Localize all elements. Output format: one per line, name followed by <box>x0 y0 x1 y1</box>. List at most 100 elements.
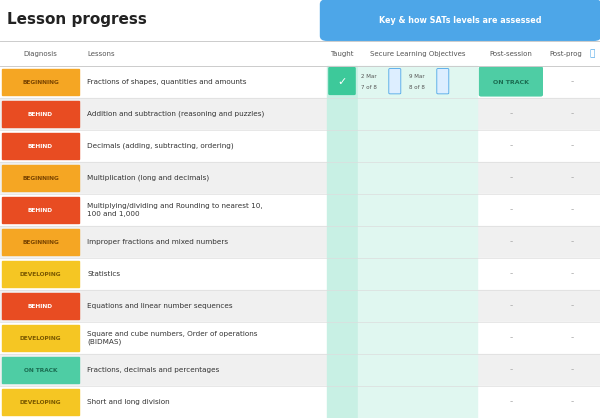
Bar <box>358 258 477 290</box>
FancyBboxPatch shape <box>479 66 543 97</box>
Text: ⓘ: ⓘ <box>589 49 595 58</box>
Text: Secure Learning Objectives: Secure Learning Objectives <box>370 51 466 56</box>
Bar <box>327 322 357 354</box>
FancyBboxPatch shape <box>328 67 356 95</box>
Bar <box>0 258 600 290</box>
Bar <box>2 325 79 351</box>
Text: 8 of 8: 8 of 8 <box>409 85 425 90</box>
Bar <box>2 389 79 415</box>
Text: -: - <box>571 78 574 87</box>
Text: -: - <box>571 142 574 150</box>
Text: 7 of 8: 7 of 8 <box>361 85 377 90</box>
Bar <box>327 258 357 290</box>
Text: -: - <box>509 173 512 183</box>
Bar <box>327 386 357 418</box>
Text: -: - <box>509 334 512 342</box>
Text: -: - <box>571 110 574 119</box>
Text: Lessons: Lessons <box>87 51 115 56</box>
Bar <box>0 322 600 354</box>
Text: Multiplying/dividing and Rounding to nearest 10,
100 and 1,000: Multiplying/dividing and Rounding to nea… <box>87 203 263 217</box>
Bar <box>0 66 600 98</box>
Text: ON TRACK: ON TRACK <box>24 367 57 372</box>
Text: Short and long division: Short and long division <box>87 399 170 405</box>
Bar <box>0 162 600 194</box>
Text: -: - <box>509 206 512 214</box>
Bar <box>358 386 477 418</box>
Text: 9 Mar: 9 Mar <box>409 74 425 79</box>
Text: DEVELOPING: DEVELOPING <box>20 272 61 277</box>
Bar <box>2 357 79 383</box>
Bar <box>327 130 357 162</box>
Bar <box>358 130 477 162</box>
Text: Fractions of shapes, quantities and amounts: Fractions of shapes, quantities and amou… <box>87 79 247 85</box>
Bar <box>358 354 477 386</box>
Text: Key & how SATs levels are assessed: Key & how SATs levels are assessed <box>379 15 542 25</box>
Text: Multiplication (long and decimals): Multiplication (long and decimals) <box>87 175 209 181</box>
Text: -: - <box>571 334 574 342</box>
Bar <box>327 226 357 258</box>
Text: -: - <box>509 301 512 311</box>
Text: BEGINNING: BEGINNING <box>22 176 59 181</box>
Bar <box>2 229 79 255</box>
Bar <box>2 261 79 287</box>
Text: Addition and subtraction (reasoning and puzzles): Addition and subtraction (reasoning and … <box>87 111 264 117</box>
Text: Fractions, decimals and percentages: Fractions, decimals and percentages <box>87 367 220 373</box>
Text: Improper fractions and mixed numbers: Improper fractions and mixed numbers <box>87 239 228 245</box>
Text: BEGINNING: BEGINNING <box>22 240 59 245</box>
Bar <box>2 293 79 319</box>
Bar <box>358 194 477 226</box>
Text: Post-session: Post-session <box>490 51 532 56</box>
Bar <box>358 322 477 354</box>
Text: BEHIND: BEHIND <box>28 143 53 148</box>
Text: Equations and linear number sequences: Equations and linear number sequences <box>87 303 233 309</box>
Text: Taught: Taught <box>330 51 354 56</box>
Bar <box>0 194 600 226</box>
FancyBboxPatch shape <box>320 0 600 41</box>
Bar <box>327 354 357 386</box>
Bar <box>0 386 600 418</box>
Text: -: - <box>509 365 512 375</box>
Text: Decimals (adding, subtracting, ordering): Decimals (adding, subtracting, ordering) <box>87 143 233 149</box>
Text: BEHIND: BEHIND <box>28 112 53 117</box>
Bar <box>327 290 357 322</box>
Bar <box>358 162 477 194</box>
Text: ON TRACK: ON TRACK <box>493 79 529 84</box>
Bar <box>2 197 79 223</box>
Text: -: - <box>509 237 512 247</box>
Bar <box>358 290 477 322</box>
Text: DEVELOPING: DEVELOPING <box>20 336 61 341</box>
Text: Statistics: Statistics <box>87 271 120 277</box>
Text: -: - <box>571 398 574 406</box>
Text: -: - <box>571 365 574 375</box>
Text: ✓: ✓ <box>337 77 347 87</box>
Bar <box>358 98 477 130</box>
Text: Post-prog: Post-prog <box>550 51 582 56</box>
Text: Lesson progress: Lesson progress <box>7 12 147 27</box>
Text: BEHIND: BEHIND <box>28 303 53 308</box>
Bar <box>0 98 600 130</box>
Bar <box>327 66 357 98</box>
Text: DEVELOPING: DEVELOPING <box>20 400 61 405</box>
Bar <box>0 130 600 162</box>
Bar <box>2 165 79 191</box>
Bar <box>2 101 79 127</box>
FancyBboxPatch shape <box>389 69 401 94</box>
Bar <box>0 354 600 386</box>
Bar <box>327 194 357 226</box>
Text: BEHIND: BEHIND <box>28 207 53 212</box>
Bar <box>0 226 600 258</box>
Bar <box>2 133 79 159</box>
Text: -: - <box>509 110 512 119</box>
Text: -: - <box>509 398 512 406</box>
Text: Square and cube numbers, Order of operations
(BIDMAS): Square and cube numbers, Order of operat… <box>87 331 257 345</box>
Text: -: - <box>571 270 574 278</box>
Text: -: - <box>571 206 574 214</box>
Text: 2 Mar: 2 Mar <box>361 74 377 79</box>
Bar <box>358 226 477 258</box>
Text: -: - <box>571 237 574 247</box>
Text: -: - <box>571 301 574 311</box>
Text: -: - <box>571 173 574 183</box>
Text: Diagnosis: Diagnosis <box>23 51 58 56</box>
Text: -: - <box>509 142 512 150</box>
Bar <box>327 162 357 194</box>
